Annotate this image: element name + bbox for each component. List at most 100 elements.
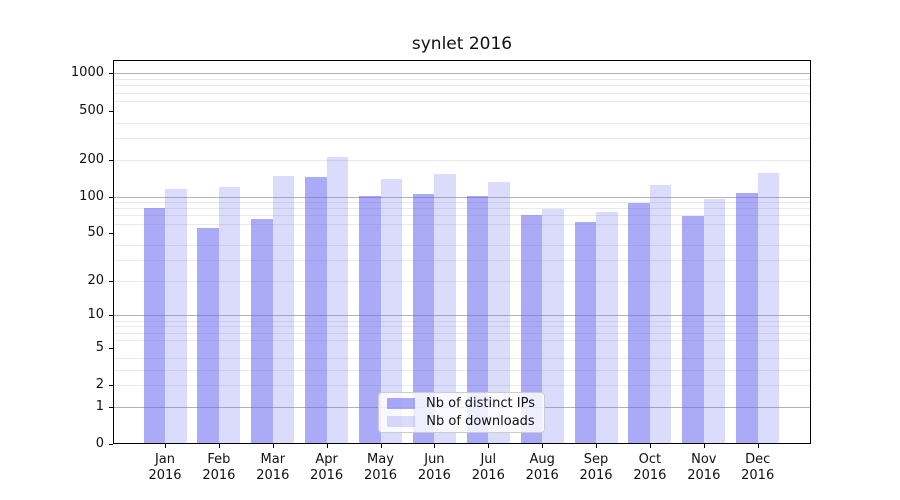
minor-gridline [113,137,811,139]
minor-gridline [113,159,811,161]
y-tick-mark [109,196,113,198]
bar-downloads [703,199,726,444]
minor-gridline [113,208,811,210]
bar-downloads [218,186,241,444]
legend-swatch-downloads [387,416,415,427]
bar-downloads [326,157,349,444]
y-tick-mark [109,159,113,161]
y-tick-label: 200 [79,151,104,167]
x-tick-label: Apr 2016 [310,452,344,483]
y-tick-label: 2 [95,377,104,393]
x-tick-label: Mar 2016 [256,452,290,483]
minor-gridline [113,92,811,94]
y-tick-mark [109,110,113,112]
y-tick-label: 50 [87,225,104,241]
legend-swatch-distinct-ips [387,398,415,409]
bar-distinct-ips [305,176,327,444]
legend-label-downloads: Nb of downloads [426,414,535,429]
minor-gridline [113,223,811,225]
x-tick-label: Dec 2016 [741,452,775,483]
x-tick-label: Sep 2016 [579,452,613,483]
y-tick-label: 5 [95,339,104,355]
x-tick-label: Jul 2016 [471,452,505,483]
bar-downloads [434,174,456,444]
bar-distinct-ips [682,216,704,444]
x-tick-mark [649,444,651,448]
y-tick-label: 0 [95,436,104,451]
y-tick-mark [109,233,113,235]
minor-gridline [113,215,811,217]
y-tick-label: 20 [87,272,104,288]
x-tick-label: Nov 2016 [687,452,721,483]
x-tick-label: Jan 2016 [148,452,182,483]
legend-item-downloads: Nb of downloads [387,414,536,429]
x-tick-mark [380,444,382,448]
x-tick-label: Feb 2016 [202,452,236,483]
bar-distinct-ips [520,215,543,444]
major-gridline [113,73,811,75]
legend-label-distinct-ips: Nb of distinct IPs [426,396,535,411]
bar-distinct-ips [628,203,650,444]
x-tick-mark [488,444,490,448]
minor-gridline [113,326,811,328]
bar-downloads [165,189,187,444]
y-tick-mark [109,385,113,387]
bar-downloads [380,179,402,444]
bar-downloads [272,176,295,444]
minor-gridline [113,79,811,81]
y-tick-label: 500 [79,102,104,118]
minor-gridline [113,122,811,124]
x-tick-mark [272,444,274,448]
major-gridline [113,196,811,198]
x-tick-mark [542,444,544,448]
minor-gridline [113,339,811,341]
bar-distinct-ips [197,228,219,444]
chart-title: synlet 2016 [411,34,513,54]
major-gridline [113,315,811,317]
minor-gridline [113,332,811,334]
y-tick-mark [109,73,113,75]
x-tick-label: Jun 2016 [417,452,451,483]
bar-downloads [596,212,618,444]
legend-item-distinct-ips: Nb of distinct IPs [387,396,536,411]
y-tick-mark [109,280,113,282]
y-tick-label: 1000 [70,65,104,81]
bar-distinct-ips [359,195,381,444]
y-tick-mark [109,347,113,349]
minor-gridline [113,385,811,387]
x-tick-label: May 2016 [363,452,398,483]
y-tick-mark [109,444,113,445]
minor-gridline [113,357,811,359]
bar-distinct-ips [574,221,596,444]
x-tick-label: Aug 2016 [525,452,559,483]
y-tick-mark [109,315,113,317]
minor-gridline [113,259,811,261]
bar-distinct-ips [251,218,273,444]
minor-gridline [113,280,811,282]
x-tick-mark [757,444,759,448]
x-tick-mark [434,444,436,448]
bar-distinct-ips [466,195,489,444]
minor-gridline [113,100,811,102]
bar-distinct-ips [736,193,758,444]
y-tick-label: 100 [79,188,104,204]
x-tick-mark [703,444,705,448]
y-tick-mark [109,406,113,408]
bar-distinct-ips [412,194,435,444]
bar-downloads [649,184,672,444]
y-tick-label: 10 [87,307,104,323]
x-tick-mark [165,444,166,448]
minor-gridline [113,369,811,371]
x-tick-mark [218,444,220,448]
x-tick-label: Oct 2016 [633,452,667,483]
bar-distinct-ips [143,208,165,444]
y-tick-label: 1 [95,398,104,414]
x-tick-mark [596,444,597,448]
legend: Nb of distinct IPs Nb of downloads [378,392,545,433]
minor-gridline [113,244,811,246]
